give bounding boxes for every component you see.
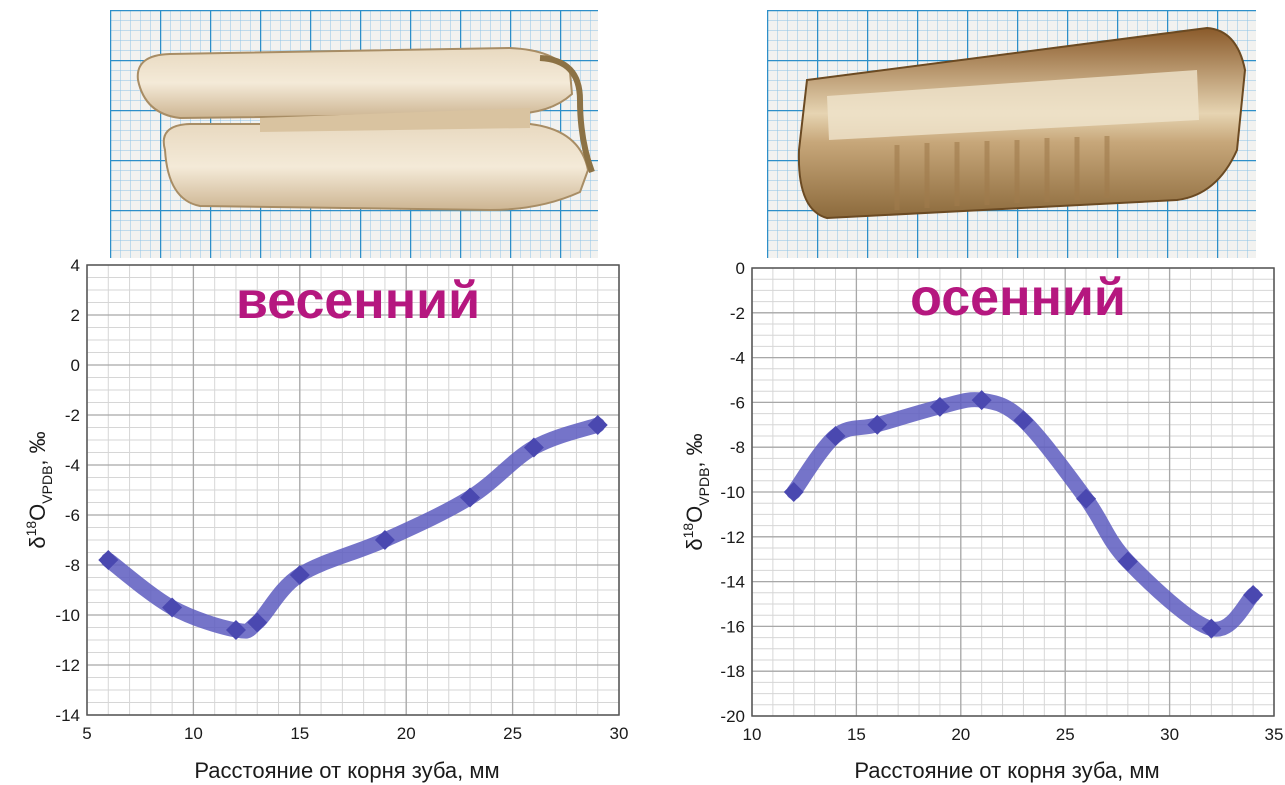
tooth-photo-spring-image <box>110 10 598 258</box>
y-tick-label: 0 <box>736 259 745 278</box>
data-point <box>1013 410 1034 431</box>
data-point <box>1117 551 1138 572</box>
y-tick-label: -18 <box>720 662 745 681</box>
data-point <box>825 426 846 446</box>
x-tick-label: 10 <box>743 725 762 744</box>
x-axis-label: Расстояние от корня зуба, мм <box>854 758 1159 783</box>
y-tick-label: 0 <box>71 356 80 375</box>
y-tick-label: -10 <box>720 483 745 502</box>
data-point <box>783 482 804 502</box>
y-tick-label: -14 <box>720 573 745 592</box>
chart-panel-0: 5 10 15 20 25 30420-2-4-6-8-10-12-14Расстояни… <box>23 256 628 783</box>
x-tick-label: 30 <box>610 724 629 743</box>
data-point <box>1076 488 1097 509</box>
y-tick-label: 2 <box>71 306 80 325</box>
series-line <box>786 392 1261 637</box>
y-tick-label: -6 <box>65 506 80 525</box>
y-tick-label: -14 <box>55 706 80 725</box>
y-axis-label: δ18OVPDB, ‰ <box>680 433 712 550</box>
x-axis-label: Расстояние от корня зуба, мм <box>194 758 499 783</box>
y-tick-label: -8 <box>730 438 745 457</box>
y-tick-label: -2 <box>730 304 745 323</box>
y-tick-label: 4 <box>71 256 80 275</box>
y-tick-label: -4 <box>65 456 80 475</box>
data-point <box>867 414 888 435</box>
plot-frame <box>751 267 1275 717</box>
data-point <box>162 597 183 618</box>
data-point <box>460 487 481 508</box>
y-tick-label: -12 <box>55 656 80 675</box>
data-point <box>523 437 544 458</box>
x-tick-label: 20 <box>951 725 970 744</box>
x-tick-label: 10 <box>184 724 203 743</box>
data-point <box>971 390 992 411</box>
y-tick-label: -20 <box>720 707 745 726</box>
data-point <box>1243 585 1264 606</box>
chart-title: осенний <box>910 269 1126 327</box>
y-tick-label: -4 <box>730 349 745 368</box>
series-line <box>100 417 606 639</box>
tooth-photo-autumn <box>767 10 1256 258</box>
x-tick-label: 15 <box>847 725 866 744</box>
tooth-photo-spring <box>110 10 598 258</box>
x-tick-label: 25 <box>1056 725 1075 744</box>
y-axis-label: δ18OVPDB, ‰ <box>23 431 55 548</box>
x-tick-label: 5 <box>82 724 91 743</box>
data-point <box>587 415 608 435</box>
x-tick-label: 35 <box>1265 725 1284 744</box>
data-point <box>1201 618 1222 639</box>
x-tick-label: 20 <box>397 724 416 743</box>
x-tick-label: 15 <box>290 724 309 743</box>
data-point <box>98 550 119 570</box>
y-tick-label: -12 <box>720 528 745 547</box>
y-tick-label: -10 <box>55 606 80 625</box>
y-tick-label: -8 <box>65 556 80 575</box>
chart-panel-1: 10 15 20 25 30 35 0 -2 -4 -6 -8 -10 -12 -14 -16 -18 -20 Р… <box>680 259 1283 783</box>
x-tick-label: 25 <box>503 724 522 743</box>
data-point <box>374 530 395 550</box>
chart-title: весенний <box>236 272 480 330</box>
plot-frame <box>86 264 620 716</box>
data-point <box>225 620 246 640</box>
tooth-photo-autumn-image <box>767 10 1256 258</box>
data-point <box>247 612 268 633</box>
y-tick-label: -6 <box>730 393 745 412</box>
data-point <box>929 396 950 417</box>
x-tick-label: 30 <box>1160 725 1179 744</box>
y-tick-label: -16 <box>720 617 745 636</box>
y-tick-label: -2 <box>65 406 80 425</box>
data-point <box>289 565 310 585</box>
